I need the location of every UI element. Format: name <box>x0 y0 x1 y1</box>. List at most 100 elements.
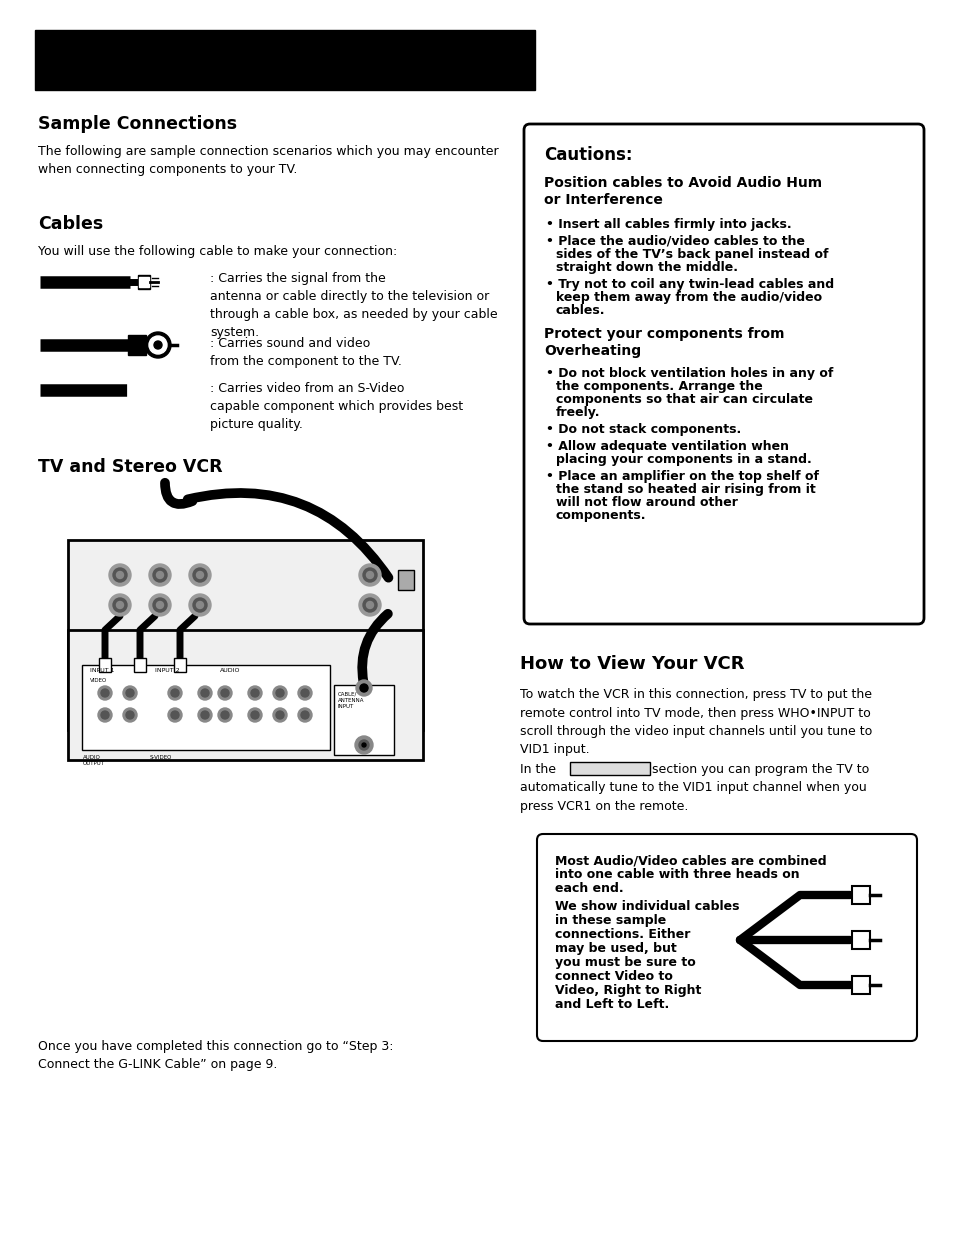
Text: freely.: freely. <box>556 406 599 419</box>
Text: connect Video to: connect Video to <box>555 969 672 983</box>
Text: AUDIO: AUDIO <box>220 668 240 673</box>
Text: • Do not stack components.: • Do not stack components. <box>545 424 740 436</box>
Text: Sample Connections: Sample Connections <box>38 115 237 133</box>
Circle shape <box>156 601 163 609</box>
Circle shape <box>275 711 284 719</box>
Circle shape <box>363 568 376 582</box>
Circle shape <box>363 598 376 613</box>
Circle shape <box>152 598 167 613</box>
Bar <box>99 658 111 672</box>
Circle shape <box>193 598 207 613</box>
Circle shape <box>193 568 207 582</box>
Bar <box>851 976 869 994</box>
Text: : Carries the signal from the
antenna or cable directly to the television or
thr: : Carries the signal from the antenna or… <box>210 272 497 338</box>
Circle shape <box>152 568 167 582</box>
Text: into one cable with three heads on: into one cable with three heads on <box>555 868 799 881</box>
Text: keep them away from the audio/video: keep them away from the audio/video <box>556 291 821 304</box>
Text: : Carries video from an S-Video
capable component which provides best
picture qu: : Carries video from an S-Video capable … <box>210 382 462 431</box>
Circle shape <box>149 336 167 354</box>
Text: may be used, but: may be used, but <box>555 942 676 955</box>
Circle shape <box>98 685 112 700</box>
Text: You will use the following cable to make your connection:: You will use the following cable to make… <box>38 245 396 258</box>
Text: The following are sample connection scenarios which you may encounter
when conne: The following are sample connection scen… <box>38 144 498 177</box>
Circle shape <box>196 572 203 578</box>
Bar <box>68 540 422 730</box>
Text: In the                        section you can program the TV to
automatically tu: In the section you can program the TV to… <box>519 763 868 813</box>
Circle shape <box>189 564 211 585</box>
Text: components so that air can circulate: components so that air can circulate <box>556 393 812 406</box>
Text: INPUT 2: INPUT 2 <box>154 668 179 673</box>
Circle shape <box>168 685 182 700</box>
Circle shape <box>201 689 209 697</box>
FancyBboxPatch shape <box>537 834 916 1041</box>
Text: We show individual cables: We show individual cables <box>555 900 739 913</box>
Text: cables.: cables. <box>556 304 605 317</box>
Circle shape <box>251 689 258 697</box>
Text: Most Audio/Video cables are combined: Most Audio/Video cables are combined <box>555 853 825 867</box>
Text: • Try not to coil any twin-lead cables and: • Try not to coil any twin-lead cables a… <box>545 278 833 291</box>
Circle shape <box>198 708 212 722</box>
Circle shape <box>116 572 123 578</box>
Bar <box>569 762 649 776</box>
Bar <box>128 335 146 354</box>
Circle shape <box>201 711 209 719</box>
Text: straight down the middle.: straight down the middle. <box>556 261 738 274</box>
Bar <box>128 377 163 403</box>
Text: • Insert all cables firmly into jacks.: • Insert all cables firmly into jacks. <box>545 219 791 231</box>
Text: sides of the TV’s back panel instead of: sides of the TV’s back panel instead of <box>556 248 827 261</box>
Circle shape <box>149 594 171 616</box>
Text: Protect your components from
Overheating: Protect your components from Overheating <box>543 327 783 358</box>
Circle shape <box>198 685 212 700</box>
Circle shape <box>145 332 171 358</box>
Circle shape <box>126 711 133 719</box>
Text: the stand so heated air rising from it: the stand so heated air rising from it <box>556 483 815 496</box>
FancyBboxPatch shape <box>523 124 923 624</box>
Text: • Place the audio/video cables to the: • Place the audio/video cables to the <box>545 235 804 248</box>
Circle shape <box>301 689 309 697</box>
Circle shape <box>101 689 109 697</box>
Circle shape <box>168 708 182 722</box>
Circle shape <box>361 743 366 747</box>
Circle shape <box>273 708 287 722</box>
Circle shape <box>101 711 109 719</box>
Circle shape <box>112 598 127 613</box>
Circle shape <box>358 564 380 585</box>
Text: and Left to Left.: and Left to Left. <box>555 998 669 1011</box>
Bar <box>35 30 535 90</box>
Bar <box>397 571 414 590</box>
Text: components.: components. <box>556 509 646 522</box>
Circle shape <box>301 711 309 719</box>
Circle shape <box>275 689 284 697</box>
Circle shape <box>359 684 368 692</box>
Text: To watch the VCR in this connection, press TV to put the
remote control into TV : To watch the VCR in this connection, pre… <box>519 688 871 757</box>
Text: will not flow around other: will not flow around other <box>556 496 737 509</box>
Bar <box>138 275 150 289</box>
Circle shape <box>355 680 372 697</box>
Circle shape <box>273 685 287 700</box>
Bar <box>334 685 394 755</box>
Circle shape <box>123 685 137 700</box>
Text: VIDEO: VIDEO <box>90 678 107 683</box>
Circle shape <box>109 594 131 616</box>
Circle shape <box>116 601 123 609</box>
FancyArrowPatch shape <box>165 483 193 504</box>
Circle shape <box>221 711 229 719</box>
Text: the components. Arrange the: the components. Arrange the <box>556 380 762 393</box>
Bar <box>851 885 869 904</box>
Text: • Place an amplifier on the top shelf of: • Place an amplifier on the top shelf of <box>545 471 818 483</box>
Text: Once you have completed this connection go to “Step 3:
Connect the G-LINK Cable”: Once you have completed this connection … <box>38 1040 393 1071</box>
Bar <box>133 658 146 672</box>
Text: • Allow adequate ventilation when: • Allow adequate ventilation when <box>545 440 788 453</box>
Text: each end.: each end. <box>555 882 623 895</box>
Circle shape <box>171 711 179 719</box>
Text: INPUT 1: INPUT 1 <box>90 668 114 673</box>
Bar <box>139 277 149 287</box>
Text: you must be sure to: you must be sure to <box>555 956 695 969</box>
Circle shape <box>358 740 369 750</box>
Text: Cables: Cables <box>38 215 103 233</box>
FancyArrowPatch shape <box>362 614 388 682</box>
Circle shape <box>297 708 312 722</box>
Circle shape <box>98 708 112 722</box>
Text: connections. Either: connections. Either <box>555 927 690 941</box>
Bar <box>851 931 869 948</box>
